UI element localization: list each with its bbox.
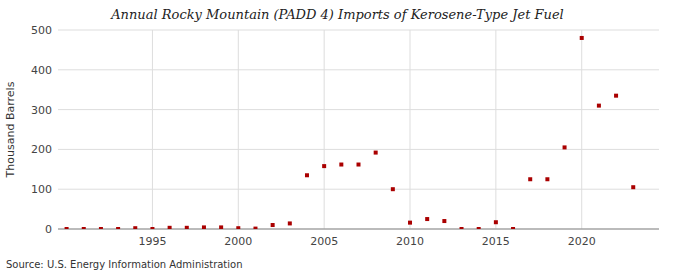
x-grid-line — [324, 30, 325, 229]
x-tick-label: 1995 — [138, 235, 166, 248]
point — [133, 226, 137, 229]
point — [391, 187, 395, 191]
x-tick-label: 2010 — [396, 235, 424, 248]
x-grid-line — [495, 30, 496, 229]
point — [236, 226, 240, 229]
x-grid-line — [581, 30, 582, 229]
y-grid-line — [58, 109, 659, 110]
title: Annual Rocky Mountain (PADD 4) Imports o… — [110, 7, 564, 22]
point — [99, 227, 103, 229]
point — [425, 217, 429, 221]
point — [511, 227, 515, 229]
point — [477, 227, 481, 229]
point — [580, 36, 584, 40]
y-grid-line — [58, 189, 659, 190]
point — [631, 185, 635, 189]
point — [545, 177, 549, 181]
point — [528, 177, 532, 181]
x-tick-label: 2020 — [568, 235, 596, 248]
y-grid-line — [58, 30, 659, 31]
point — [563, 145, 567, 149]
y-grid-line — [58, 69, 659, 70]
x-grid-line — [238, 30, 239, 229]
point — [614, 94, 618, 98]
x-tick-label: 2015 — [482, 235, 510, 248]
x-grid-line — [410, 30, 411, 229]
chart: 0 100 200 300 400 500 1995 2000 2005 2010 2015 2020… — [0, 0, 675, 275]
point — [185, 226, 189, 229]
point — [408, 221, 412, 225]
point — [82, 227, 86, 229]
point — [374, 151, 378, 155]
y-tick-label: 0 — [45, 223, 52, 236]
point — [219, 225, 223, 229]
y-grid-line — [58, 149, 659, 150]
grid — [58, 30, 659, 229]
points — [65, 36, 636, 229]
point — [202, 225, 206, 229]
y-tick-label: 200 — [31, 143, 52, 156]
point — [322, 164, 326, 168]
point — [65, 227, 69, 229]
point — [271, 223, 275, 227]
x-grid-line — [152, 30, 153, 229]
point — [305, 173, 309, 177]
point — [168, 226, 172, 229]
source-note: Source: U.S. Energy Information Administ… — [6, 259, 243, 270]
point — [494, 220, 498, 224]
point — [253, 227, 257, 229]
x-tick-label: 2000 — [224, 235, 252, 248]
point — [116, 227, 120, 229]
y-tick-label: 100 — [31, 183, 52, 196]
point — [597, 104, 601, 108]
y-tick-label: 400 — [31, 64, 52, 77]
point — [442, 219, 446, 223]
point — [357, 163, 361, 167]
point — [460, 227, 464, 229]
point — [339, 163, 343, 167]
y-tick-label: 500 — [31, 24, 52, 37]
y-grid-line — [58, 229, 659, 230]
x-tick-label: 2005 — [310, 235, 338, 248]
point — [288, 221, 292, 225]
y-axis-label: Thousand Barrels — [4, 81, 17, 178]
x-axis-line — [58, 229, 659, 230]
y-tick-label: 300 — [31, 104, 52, 117]
point — [150, 227, 154, 229]
